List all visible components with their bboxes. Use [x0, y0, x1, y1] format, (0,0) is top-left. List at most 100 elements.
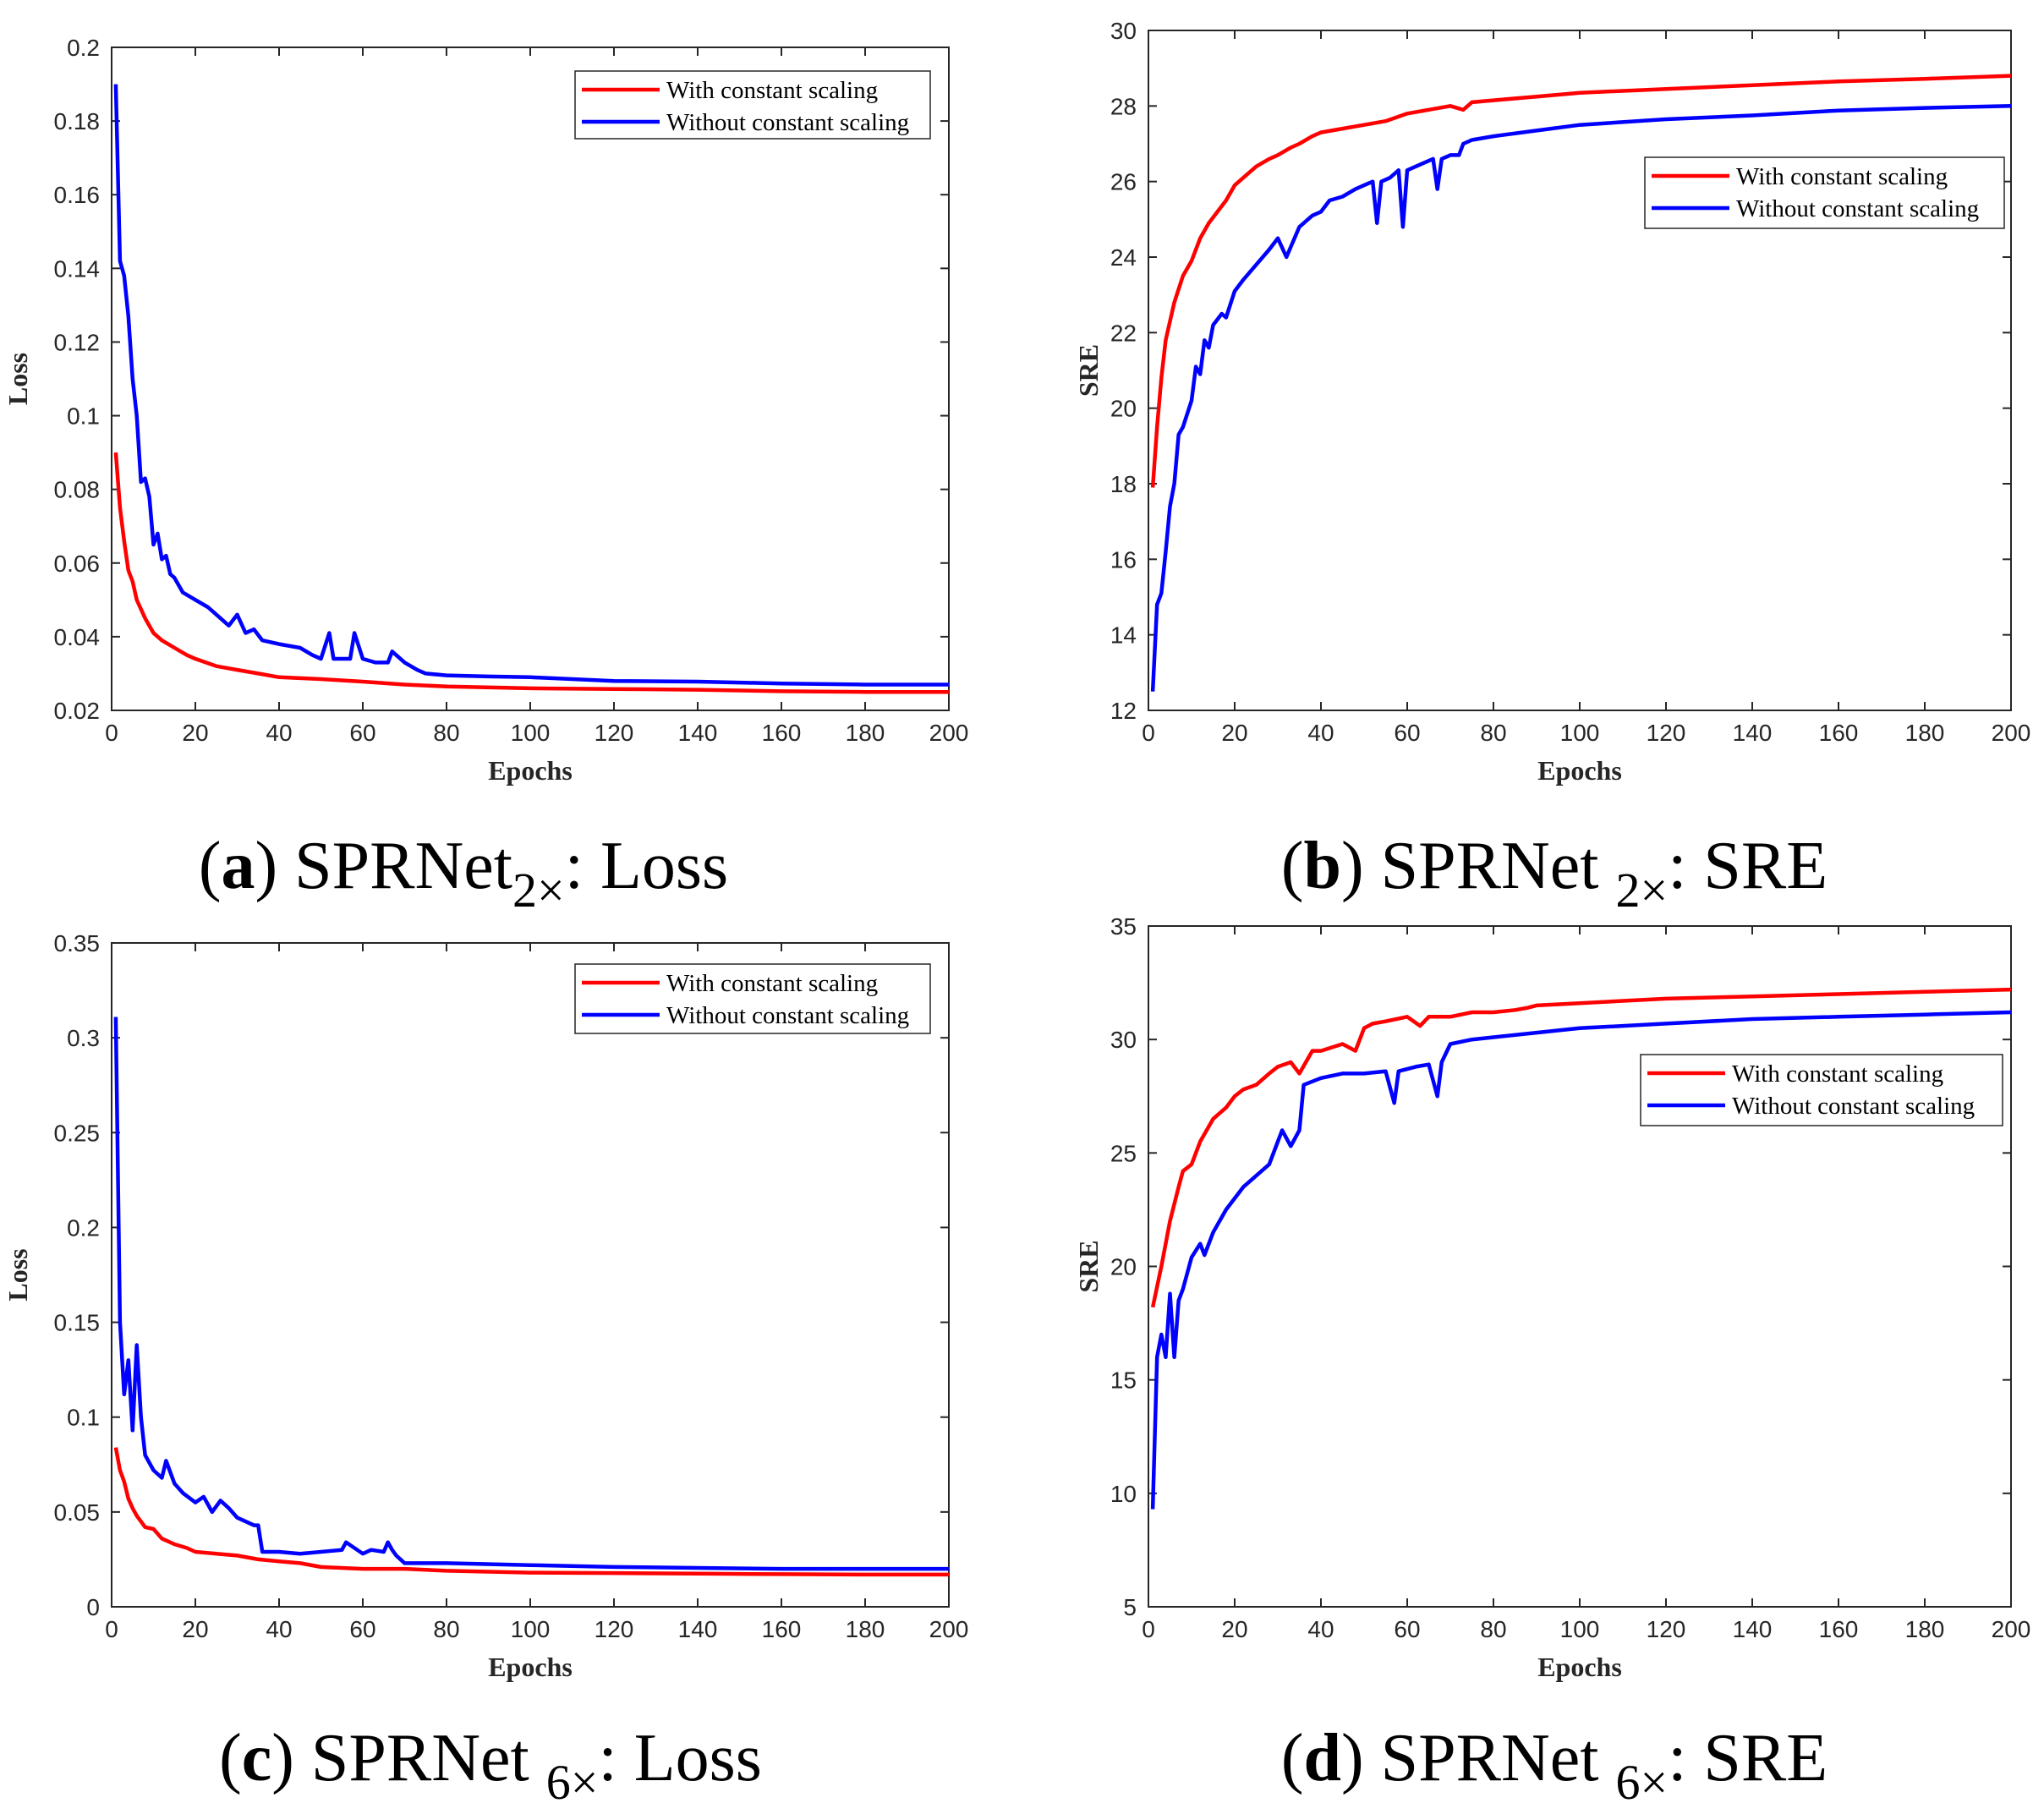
y-tick-label: 14 — [1110, 622, 1137, 649]
y-tick-label: 0.2 — [67, 35, 100, 61]
x-tick-label: 80 — [1480, 1616, 1506, 1642]
plot-area — [1148, 30, 2012, 711]
x-tick-label: 100 — [511, 1616, 551, 1642]
caption-name: ) SPRNet — [1341, 829, 1616, 903]
x-tick-label: 100 — [1560, 1616, 1600, 1642]
x-tick-label: 40 — [266, 1616, 292, 1642]
y-tick-label: 0.08 — [54, 477, 101, 503]
y-tick-label: 10 — [1110, 1481, 1137, 1507]
x-axis-title: Epochs — [1537, 1652, 1622, 1682]
x-tick-label: 120 — [595, 1616, 634, 1642]
legend-label: With constant scaling — [1736, 163, 1948, 190]
y-tick-label: 26 — [1110, 169, 1137, 195]
legend-box — [574, 70, 931, 140]
x-tick-label: 200 — [929, 1616, 969, 1642]
chart-caption: (a) SPRNet2×: Loss — [199, 829, 728, 918]
x-tick-label: 200 — [1992, 1616, 2031, 1642]
x-tick-label: 160 — [1819, 1616, 1859, 1642]
legend-box — [574, 963, 931, 1034]
legend-label: Without constant scaling — [1736, 195, 1979, 222]
x-tick-label: 60 — [1394, 1616, 1420, 1642]
caption-subscript: 6× — [1615, 1755, 1668, 1810]
x-tick-label: 40 — [266, 720, 292, 746]
x-tick-label: 20 — [182, 720, 208, 746]
x-tick-label: 40 — [1307, 1616, 1334, 1642]
x-tick-label: 160 — [762, 720, 802, 746]
caption-name: ) SPRNet — [1341, 1721, 1616, 1795]
legend: With constant scaling Without constant sc… — [574, 963, 931, 1034]
x-tick-label: 60 — [349, 720, 375, 746]
caption-name: ) SPRNet — [271, 1721, 546, 1795]
y-tick-label: 30 — [1110, 18, 1137, 44]
x-tick-label: 60 — [1394, 720, 1420, 746]
x-axis-title: Epochs — [488, 1652, 573, 1682]
plot-area — [1148, 925, 2012, 1608]
caption-name: ) SPRNet — [255, 829, 513, 903]
legend: With constant scaling Without constant sc… — [1640, 1054, 2003, 1126]
y-tick-label: 22 — [1110, 320, 1137, 346]
y-tick-label: 25 — [1110, 1140, 1137, 1166]
x-tick-label: 180 — [846, 1616, 885, 1642]
caption-suffix: : SRE — [1668, 1721, 1828, 1795]
y-tick-label: 0.02 — [54, 698, 101, 724]
y-tick-label: 30 — [1110, 1027, 1137, 1053]
y-tick-label: 0.14 — [54, 255, 101, 282]
y-tick-label: 20 — [1110, 1254, 1137, 1280]
y-tick-label: 12 — [1110, 698, 1137, 724]
y-tick-label: 24 — [1110, 244, 1137, 271]
series-line-without-scaling — [1150, 104, 2012, 692]
x-tick-label: 140 — [1733, 1616, 1773, 1642]
x-tick-label: 80 — [433, 1616, 459, 1642]
series-line-with-scaling — [1150, 987, 2012, 1308]
plot-area — [111, 47, 950, 711]
series-line-with-scaling — [113, 452, 949, 694]
series-line-without-scaling — [113, 84, 949, 687]
chart-caption: (d) SPRNet 6×: SRE — [1281, 1721, 1828, 1810]
caption-subscript: 2× — [1615, 863, 1668, 918]
chart-b: 0 20 40 60 80 100 120 140 160 180 200 12 14 16 18 20 22 2… — [1073, 18, 2030, 918]
x-tick-label: 0 — [105, 1616, 118, 1642]
y-tick-label: 0.06 — [54, 551, 101, 577]
y-axis-title: SRE — [1073, 344, 1104, 397]
x-tick-label: 0 — [1142, 720, 1155, 746]
x-tick-label: 200 — [929, 720, 969, 746]
y-tick-label: 0.3 — [67, 1025, 100, 1051]
caption-suffix: : Loss — [599, 1721, 762, 1795]
legend: With constant scaling Without constant sc… — [1644, 156, 2005, 229]
x-tick-label: 100 — [511, 720, 551, 746]
legend: With constant scaling Without constant sc… — [574, 70, 931, 140]
x-tick-label: 80 — [1480, 720, 1506, 746]
caption-letter: a — [222, 829, 255, 903]
caption-suffix: : Loss — [565, 829, 728, 903]
x-tick-label: 200 — [1992, 720, 2031, 746]
y-tick-label: 35 — [1110, 913, 1137, 940]
y-tick-label: 18 — [1110, 471, 1137, 497]
x-tick-label: 120 — [1647, 720, 1686, 746]
caption-subscript: 6× — [546, 1755, 599, 1810]
chart-d: 0 20 40 60 80 100 120 140 160 180 200 5 10 15 20 25 30 35… — [1073, 913, 2030, 1810]
y-tick-label: 0 — [86, 1594, 100, 1620]
y-tick-label: 0.15 — [54, 1310, 101, 1336]
x-tick-label: 180 — [846, 720, 885, 746]
x-tick-label: 140 — [678, 720, 718, 746]
y-tick-label: 0.1 — [67, 403, 100, 430]
y-tick-label: 0.18 — [54, 108, 101, 134]
x-tick-label: 120 — [1647, 1616, 1686, 1642]
y-tick-label: 5 — [1123, 1594, 1137, 1620]
chart-c: 0 20 40 60 80 100 120 140 160 180 200 0 0.05 0.1 0.15 0… — [3, 930, 968, 1810]
legend-box — [1640, 1054, 2003, 1126]
legend-label: With constant scaling — [1732, 1060, 1943, 1088]
x-tick-label: 160 — [1819, 720, 1859, 746]
y-tick-label: 0.2 — [67, 1214, 100, 1241]
legend-label: With constant scaling — [666, 970, 878, 997]
y-tick-label: 20 — [1110, 396, 1137, 422]
y-tick-label: 0.05 — [54, 1499, 101, 1526]
series-line-without-scaling — [113, 1017, 949, 1571]
chart-a: 0 20 40 60 80 100 120 140 160 180 200 0.02 0.04 0.06 0… — [3, 35, 968, 918]
x-tick-label: 40 — [1307, 720, 1334, 746]
caption-paren-open: ( — [1281, 1721, 1304, 1795]
chart-caption: (b) SPRNet 2×: SRE — [1281, 829, 1828, 918]
x-tick-label: 180 — [1905, 720, 1945, 746]
y-axis-title: SRE — [1073, 1240, 1104, 1292]
